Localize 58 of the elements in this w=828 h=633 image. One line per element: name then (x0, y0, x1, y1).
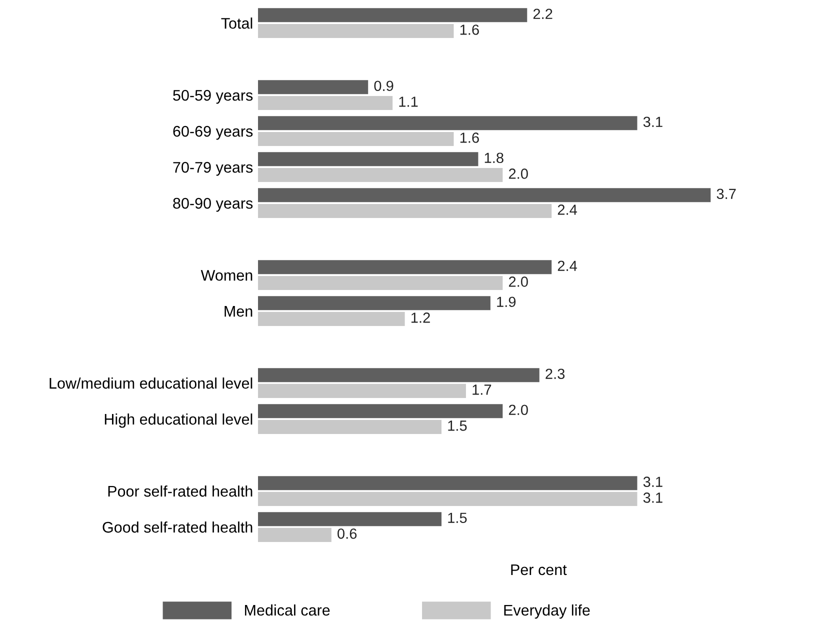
data-label: 2.2 (533, 8, 552, 19)
x-axis-title: Per cent (511, 564, 567, 576)
data-label: 3.1 (643, 476, 662, 488)
data-label: 1.8 (484, 152, 504, 164)
data-label: 2.4 (558, 260, 578, 271)
bar (258, 512, 442, 526)
y-tick-label: 70-79 years (173, 162, 253, 176)
data-label: 3.1 (643, 492, 662, 503)
bar (258, 384, 466, 398)
y-tick-label: Total (221, 18, 252, 29)
bar (258, 80, 368, 94)
y-tick-label: 60-69 years (173, 126, 253, 140)
data-label: 0.6 (338, 528, 357, 539)
y-tick-label: Women (200, 270, 252, 281)
legend-label: Medical care (245, 604, 330, 616)
data-label: 1.1 (399, 96, 418, 107)
data-label: 2.0 (508, 404, 528, 416)
y-tick-label: 80-90 years (173, 198, 253, 212)
data-label: 1.2 (411, 312, 430, 323)
data-label: 2.0 (508, 276, 528, 287)
data-label: 1.6 (460, 132, 479, 143)
bar (258, 420, 442, 434)
data-label: 1.9 (497, 296, 516, 308)
data-label: 3.7 (716, 188, 736, 200)
bar (258, 132, 454, 146)
bar (258, 204, 552, 218)
bar (258, 260, 552, 274)
bar (258, 312, 405, 326)
bar (258, 368, 540, 382)
data-label: 1.5 (448, 420, 467, 431)
bar (258, 188, 711, 202)
bar (258, 296, 490, 310)
data-label: 2.3 (546, 368, 565, 380)
data-label: 2.0 (508, 168, 528, 179)
bar (258, 152, 478, 166)
y-tick-label: 50-59 years (173, 90, 253, 104)
bar (258, 24, 454, 38)
data-label: 1.6 (460, 24, 479, 35)
bar (258, 528, 332, 542)
bar (258, 404, 503, 418)
data-label: 0.9 (374, 80, 394, 92)
bar (258, 168, 503, 182)
bar (258, 116, 638, 130)
data-label: 1.5 (448, 512, 467, 524)
data-label: 2.4 (558, 204, 578, 215)
y-tick-label: Good self-rated health (102, 521, 252, 533)
bar (258, 276, 503, 290)
bar (258, 96, 393, 110)
data-label: 1.7 (472, 384, 492, 395)
bar (258, 8, 528, 22)
data-label: 3.1 (643, 116, 662, 128)
y-tick-label: Men (224, 306, 252, 317)
bar (258, 476, 638, 490)
legend-label: Everyday life (504, 604, 590, 619)
y-tick-label: Poor self-rated health (108, 485, 252, 497)
y-tick-label: Low/medium educational level (50, 377, 252, 389)
y-tick-label: High educational level (104, 413, 252, 428)
bar (258, 492, 638, 506)
